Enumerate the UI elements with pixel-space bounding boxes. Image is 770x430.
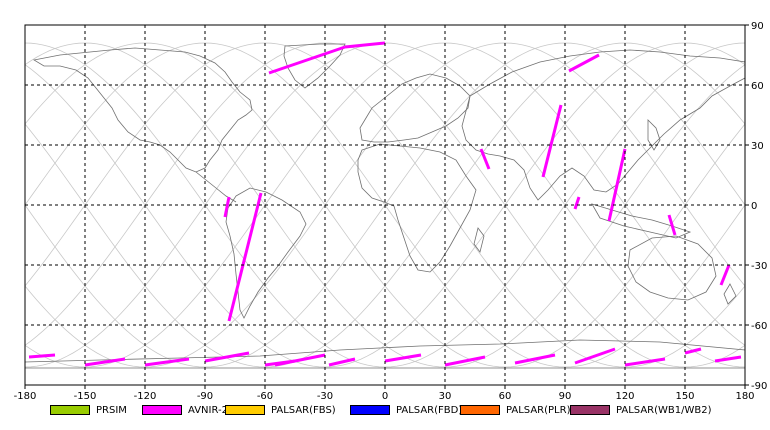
legend-item-palsar-fbd: PALSAR(FBD): [350, 402, 462, 418]
acquisition-swath: [573, 196, 581, 210]
acquisition-swath: [514, 353, 556, 365]
acquisition-swath: [84, 357, 126, 367]
avnir2-acquisition-swaths: [28, 41, 742, 367]
coast-north-america: [32, 47, 253, 173]
x-tick-label: -60: [257, 391, 273, 402]
coast-europe: [359, 73, 471, 143]
legend-label: PALSAR(FBS): [271, 404, 336, 416]
legend-swatch: [225, 405, 265, 415]
x-tick-label: -150: [74, 391, 97, 402]
x-tick-label: 30: [439, 391, 452, 402]
acquisition-swath: [574, 347, 616, 365]
x-tick-label: 180: [735, 391, 754, 402]
coast-south-america: [225, 187, 307, 319]
acquisition-swath: [714, 355, 742, 363]
legend-item-palsar-fbs: PALSAR(FBS): [225, 402, 336, 418]
acquisition-swath: [568, 53, 600, 73]
legend-swatch: [50, 405, 90, 415]
x-tick-label: -180: [14, 391, 37, 402]
y-tick-label: -60: [751, 321, 767, 332]
x-tick-label: 60: [499, 391, 512, 402]
coast-new-zealand: [723, 283, 737, 305]
legend-label: PRSIM: [96, 404, 127, 416]
x-tick-label: -30: [317, 391, 333, 402]
y-tick-label: -90: [751, 381, 767, 392]
y-tick-label: 30: [751, 141, 764, 152]
legend-item-palsar-plr: PALSAR(PLR): [460, 402, 570, 418]
x-tick-label: 0: [382, 391, 388, 402]
x-tick-label: -90: [197, 391, 213, 402]
acquisition-swath: [28, 353, 56, 359]
y-tick-label: 90: [751, 21, 764, 32]
legend-swatch: [350, 405, 390, 415]
acquisition-swath: [667, 214, 677, 236]
legend: PRSIM AVNIR-2 PALSAR(FBS) PALSAR(FBD) PA…: [50, 402, 750, 422]
legend-item-prism: PRSIM: [50, 402, 127, 418]
legend-swatch: [460, 405, 500, 415]
acquisition-swath: [227, 192, 263, 322]
x-tick-label: 120: [615, 391, 634, 402]
acquisition-swath: [479, 148, 491, 170]
acquisition-swath: [344, 41, 386, 49]
legend-item-palsar-wb: PALSAR(WB1/WB2): [570, 402, 712, 418]
legend-swatch: [142, 405, 182, 415]
acquisition-swath: [204, 351, 250, 363]
legend-label: PALSAR(WB1/WB2): [616, 404, 712, 416]
acquisition-swath: [223, 196, 231, 218]
coast-africa: [357, 143, 477, 273]
acquisition-swath: [444, 355, 486, 367]
x-tick-label: -120: [134, 391, 157, 402]
acquisition-swath: [624, 357, 666, 367]
legend-swatch: [570, 405, 610, 415]
coast-asia: [461, 49, 746, 201]
legend-item-avnir2: AVNIR-2: [142, 402, 228, 418]
y-tick-label: -30: [751, 261, 767, 272]
y-tick-label: 0: [751, 201, 757, 212]
graticule: [25, 25, 745, 385]
x-tick-label: 150: [675, 391, 694, 402]
legend-label: PALSAR(FBD): [396, 404, 463, 416]
coast-madagascar: [473, 227, 485, 253]
legend-label: PALSAR(PLR): [506, 404, 571, 416]
coast-greenland: [283, 43, 346, 89]
acquisition-swath: [684, 347, 702, 355]
acquisition-swath: [268, 45, 346, 75]
acquisition-swath: [384, 353, 422, 363]
acquisition-swath: [719, 264, 731, 286]
legend-label: AVNIR-2: [188, 404, 228, 416]
axis-ticks: -180 -150 -120 -90 -60 -30 0 30 60 90 120 150 180 90 6…: [14, 21, 768, 402]
acquisition-swath: [328, 357, 356, 367]
y-tick-label: 60: [751, 81, 764, 92]
acquisition-swath: [541, 104, 563, 178]
x-tick-label: 90: [559, 391, 572, 402]
acquisition-swath: [607, 148, 627, 222]
acquisition-swath: [264, 359, 296, 367]
coast-australia: [627, 235, 717, 301]
acquisition-swath: [144, 357, 190, 367]
